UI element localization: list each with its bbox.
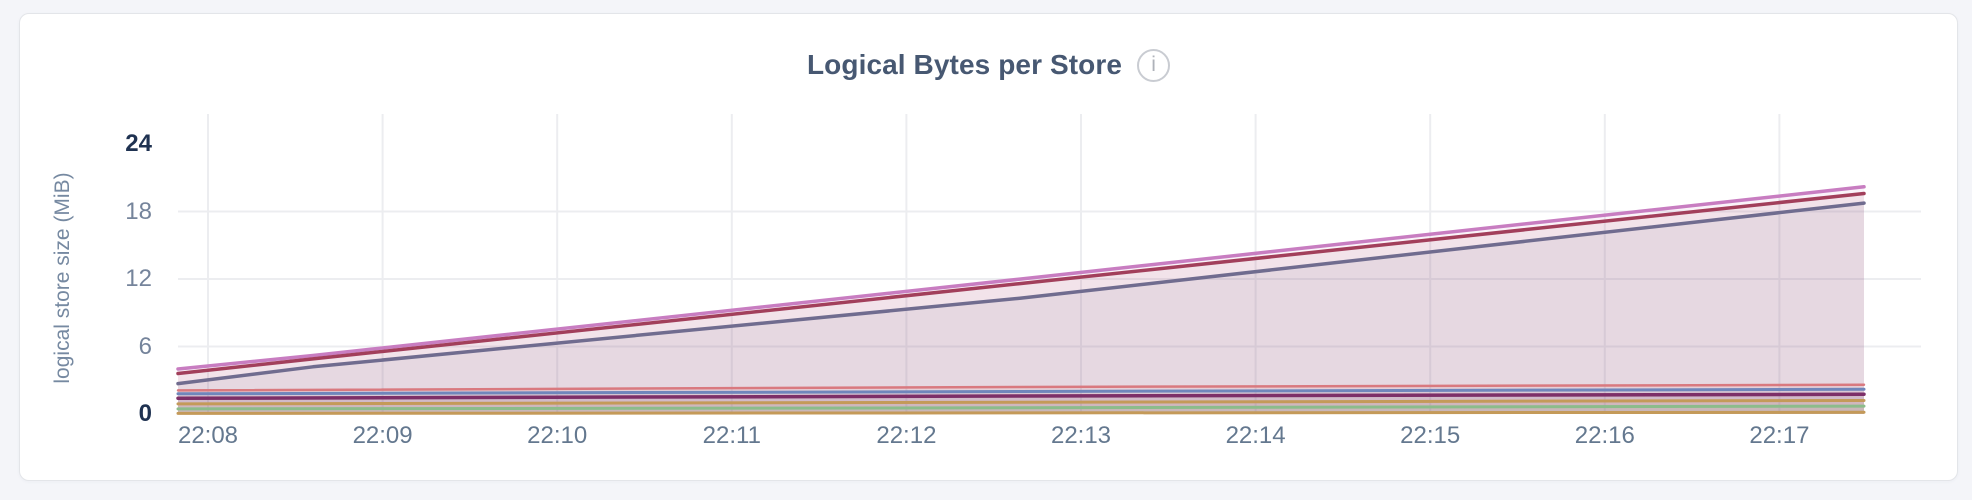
series-area-s3 xyxy=(178,203,1864,414)
chart-header: Logical Bytes per Store i xyxy=(20,44,1957,86)
y-tick-label: 18 xyxy=(125,197,152,225)
x-tick-label: 22:09 xyxy=(352,422,413,449)
y-tick-label: 24 xyxy=(125,130,152,157)
x-tick-label: 22:17 xyxy=(1749,422,1810,449)
series-line-s4[interactable] xyxy=(176,383,1866,392)
series-area-s2 xyxy=(178,193,1864,414)
plot-svg[interactable] xyxy=(20,14,1959,482)
series-line-s7[interactable] xyxy=(176,399,1866,406)
series-area-s1 xyxy=(178,186,1864,414)
y-tick-label: 12 xyxy=(125,265,152,292)
x-tick-label: 22:14 xyxy=(1225,422,1286,449)
info-icon-glyph: i xyxy=(1151,53,1156,76)
y-tick-label: 0 xyxy=(138,400,152,427)
x-tick-label: 22:08 xyxy=(177,422,239,449)
chart-title: Logical Bytes per Store xyxy=(806,49,1123,80)
series-line-s1[interactable] xyxy=(176,185,1866,371)
series-line-s5[interactable] xyxy=(176,387,1866,396)
series-line-s8[interactable] xyxy=(176,404,1866,411)
x-tick-label: 22:16 xyxy=(1574,422,1635,449)
x-tick-label: 22:12 xyxy=(876,422,937,449)
x-tick-label: 22:15 xyxy=(1400,422,1461,449)
chart-region: logical store size (MiB) 0 6 12 18 24 22:08 2… xyxy=(20,14,1957,480)
series-line-s3[interactable] xyxy=(176,201,1866,386)
x-tick-label: 22:11 xyxy=(702,422,761,449)
series-line-s9[interactable] xyxy=(176,410,1866,415)
series-line-s6[interactable] xyxy=(176,392,1866,401)
x-tick-label: 22:13 xyxy=(1050,422,1112,449)
info-icon[interactable]: i xyxy=(1137,48,1171,82)
y-tick-label: 6 xyxy=(138,332,152,360)
series-line-s2[interactable] xyxy=(176,191,1866,376)
x-tick-label: 22:10 xyxy=(527,422,588,449)
chart-card: Logical Bytes per Store i logical store … xyxy=(19,13,1958,481)
